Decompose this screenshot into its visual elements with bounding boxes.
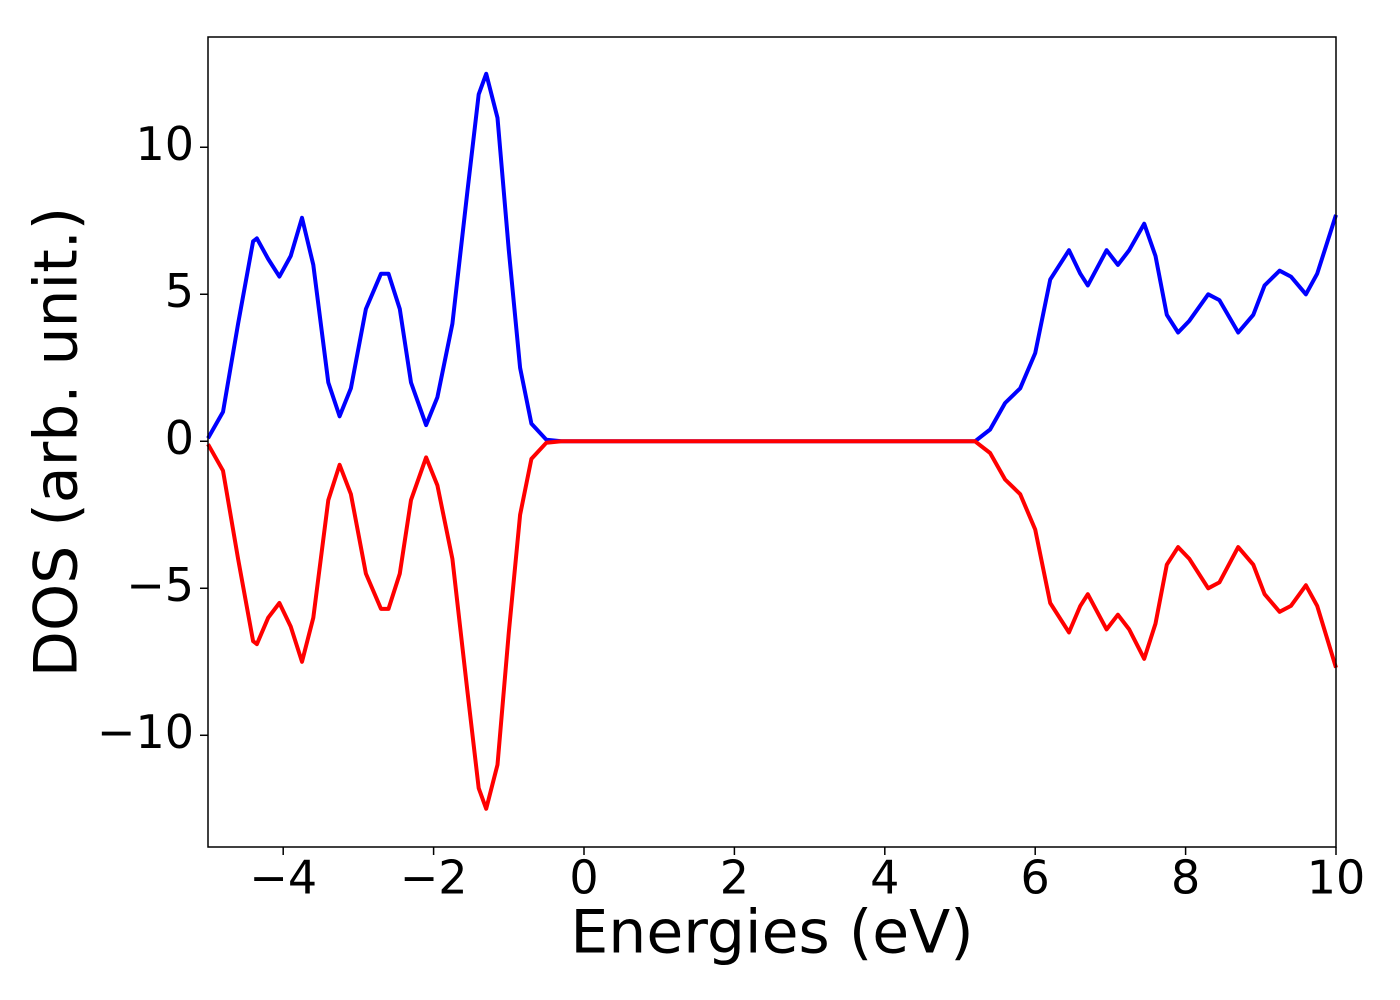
y-tick-label: 5: [165, 264, 194, 318]
y-tick-label: −5: [126, 558, 194, 612]
y-axis-label: DOS (arb. unit.): [22, 207, 92, 677]
x-tick-label: −4: [249, 851, 317, 905]
x-tick-label: 4: [870, 851, 899, 905]
x-tick-label: 10: [1307, 851, 1366, 905]
plot-frame: [207, 36, 1337, 848]
x-tick-label: 2: [720, 851, 749, 905]
y-tick-label: −10: [97, 705, 194, 759]
series-line: [206, 439, 1338, 811]
x-tick-label: −2: [400, 851, 468, 905]
series-line: [206, 71, 1338, 444]
x-tick-label: 8: [1171, 851, 1200, 905]
x-tick-label: 6: [1021, 851, 1050, 905]
x-tick-label: 0: [569, 851, 598, 905]
y-tick-label: 0: [165, 411, 194, 465]
y-tick-label: 10: [135, 117, 194, 171]
x-axis-label: Energies (eV): [570, 898, 973, 968]
